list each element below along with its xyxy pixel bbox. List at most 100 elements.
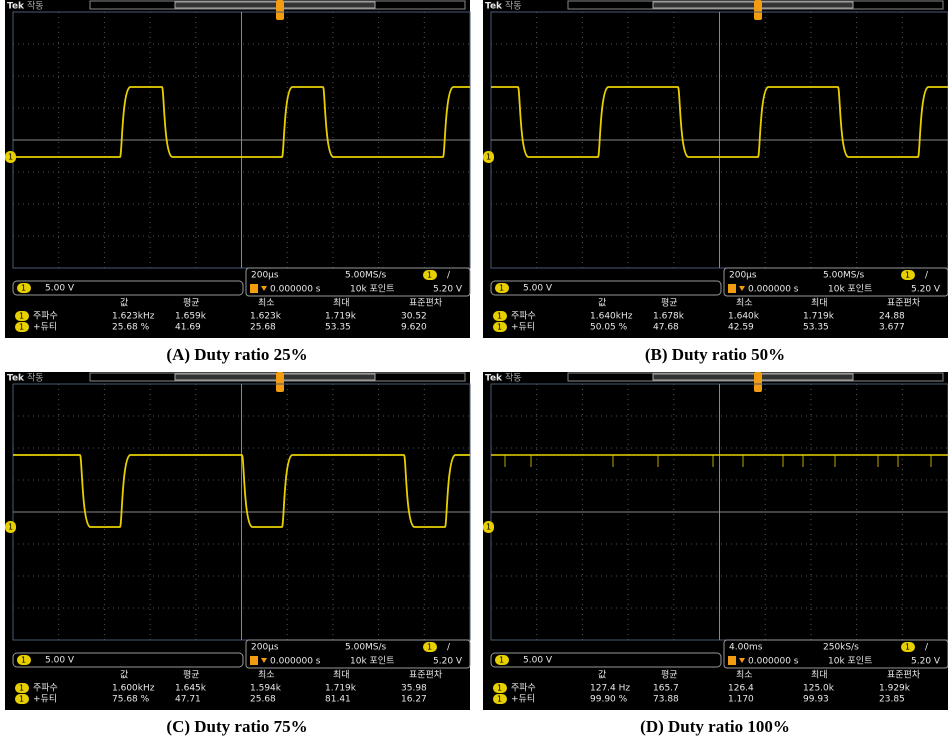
sample-rate: 250kS/s <box>823 643 859 653</box>
brand: Tek <box>7 374 25 384</box>
measure-value: 127.4 Hz <box>590 684 630 694</box>
sample-rate: 5.00MS/s <box>345 271 387 281</box>
caption: (C) Duty ratio 75% <box>166 717 307 736</box>
row-badge-label: 1 <box>19 323 24 332</box>
sample-rate: 5.00MS/s <box>823 271 865 281</box>
measure-value: 23.85 <box>879 695 905 705</box>
measure-value: 126.4 <box>728 684 754 694</box>
measure-label: 주파수 <box>33 683 58 694</box>
measure-value: 47.71 <box>175 695 201 705</box>
channel-badge-label: 1 <box>499 656 504 665</box>
measure-header: 평균 <box>183 670 200 681</box>
measure-value: 75.68 % <box>112 695 150 705</box>
trigger-icon <box>250 284 258 293</box>
measure-value: 1.929k <box>879 684 911 694</box>
measure-label: +듀티 <box>511 322 535 333</box>
measure-value: 99.90 % <box>590 695 628 705</box>
caption: (B) Duty ratio 50% <box>645 345 785 364</box>
trigger-position: 0.000000 s <box>270 657 321 667</box>
measure-value: 1.719k <box>803 312 835 322</box>
vertical-scale: 5.00 V <box>45 656 75 666</box>
trigger-marker <box>754 372 762 392</box>
row-badge-label: 1 <box>497 684 502 693</box>
caption: (D) Duty ratio 100% <box>640 717 790 736</box>
timebase: 200µs <box>251 271 279 281</box>
measure-value: 1.600kHz <box>112 684 155 694</box>
trigger-badge-label: 1 <box>427 271 432 280</box>
measure-header: 평균 <box>661 670 678 681</box>
measure-value: 53.35 <box>803 323 829 333</box>
measure-value: 3.677 <box>879 323 905 333</box>
status: 작동 <box>27 1 44 12</box>
figure: Tek작동115.00 V200µs5.00MS/s1/0.000000 s10… <box>0 0 948 742</box>
record-window <box>653 2 853 8</box>
measure-value: 125.0k <box>803 684 835 694</box>
brand: Tek <box>485 374 503 384</box>
measure-header: 최대 <box>811 298 828 309</box>
measure-header: 표준편차 <box>887 297 921 309</box>
measure-value: 42.59 <box>728 323 754 333</box>
status: 작동 <box>505 373 522 384</box>
measure-header: 최소 <box>736 298 753 309</box>
measure-value: 50.05 % <box>590 323 628 333</box>
scope-screen: Tek작동115.00 V200µs5.00MS/s1/0.000000 s10… <box>483 0 948 338</box>
channel-badge-label: 1 <box>499 284 504 293</box>
sample-rate: 5.00MS/s <box>345 643 387 653</box>
measure-header: 값 <box>120 669 128 681</box>
trigger-badge-label: 1 <box>905 643 910 652</box>
vertical-scale: 5.00 V <box>523 284 553 294</box>
record-length: 10k 포인트 <box>350 656 394 667</box>
measure-value: 41.69 <box>175 323 201 333</box>
measure-value: 24.88 <box>879 312 905 322</box>
measure-value: 53.35 <box>325 323 351 333</box>
measure-value: 1.719k <box>325 684 357 694</box>
record-length: 10k 포인트 <box>350 284 394 295</box>
row-badge-label: 1 <box>497 312 502 321</box>
measure-value: 81.41 <box>325 695 351 705</box>
ground-marker-label: 1 <box>8 523 13 532</box>
row-badge-label: 1 <box>19 312 24 321</box>
measure-value: 1.623kHz <box>112 312 155 322</box>
measure-value: 9.620 <box>401 323 427 333</box>
measure-value: 25.68 <box>250 695 276 705</box>
measure-value: 1.640kHz <box>590 312 633 322</box>
trigger-level: 5.20 V <box>433 657 463 667</box>
measure-value: 165.7 <box>653 684 679 694</box>
measure-header: 최소 <box>258 670 275 681</box>
measure-header: 표준편차 <box>409 297 443 309</box>
measure-header: 최소 <box>736 670 753 681</box>
measure-value: 1.659k <box>175 312 207 322</box>
trigger-icon <box>728 284 736 293</box>
trigger-position: 0.000000 s <box>748 657 799 667</box>
measure-value: 35.98 <box>401 684 427 694</box>
channel-badge-label: 1 <box>21 656 26 665</box>
measure-header: 표준편차 <box>409 669 443 681</box>
trigger-position: 0.000000 s <box>270 285 321 295</box>
trigger-icon <box>250 656 258 665</box>
measure-header: 평균 <box>183 298 200 309</box>
channel-badge-label: 1 <box>21 284 26 293</box>
timebase: 200µs <box>251 643 279 653</box>
measure-label: +듀티 <box>33 694 57 705</box>
trigger-marker <box>754 0 762 20</box>
measure-value: 30.52 <box>401 312 427 322</box>
row-badge-label: 1 <box>19 695 24 704</box>
measure-header: 값 <box>120 297 128 309</box>
measure-header: 평균 <box>661 298 678 309</box>
record-window <box>653 374 853 380</box>
trigger-level: 5.20 V <box>911 657 941 667</box>
measure-value: 47.68 <box>653 323 679 333</box>
measure-header: 값 <box>598 669 606 681</box>
record-length: 10k 포인트 <box>828 284 872 295</box>
measure-label: +듀티 <box>33 322 57 333</box>
measure-value: 1.623k <box>250 312 282 322</box>
measure-header: 최대 <box>811 670 828 681</box>
measure-label: +듀티 <box>511 694 535 705</box>
trigger-level: 5.20 V <box>911 285 941 295</box>
measure-label: 주파수 <box>511 683 536 694</box>
brand: Tek <box>7 2 25 12</box>
trigger-position: 0.000000 s <box>748 285 799 295</box>
